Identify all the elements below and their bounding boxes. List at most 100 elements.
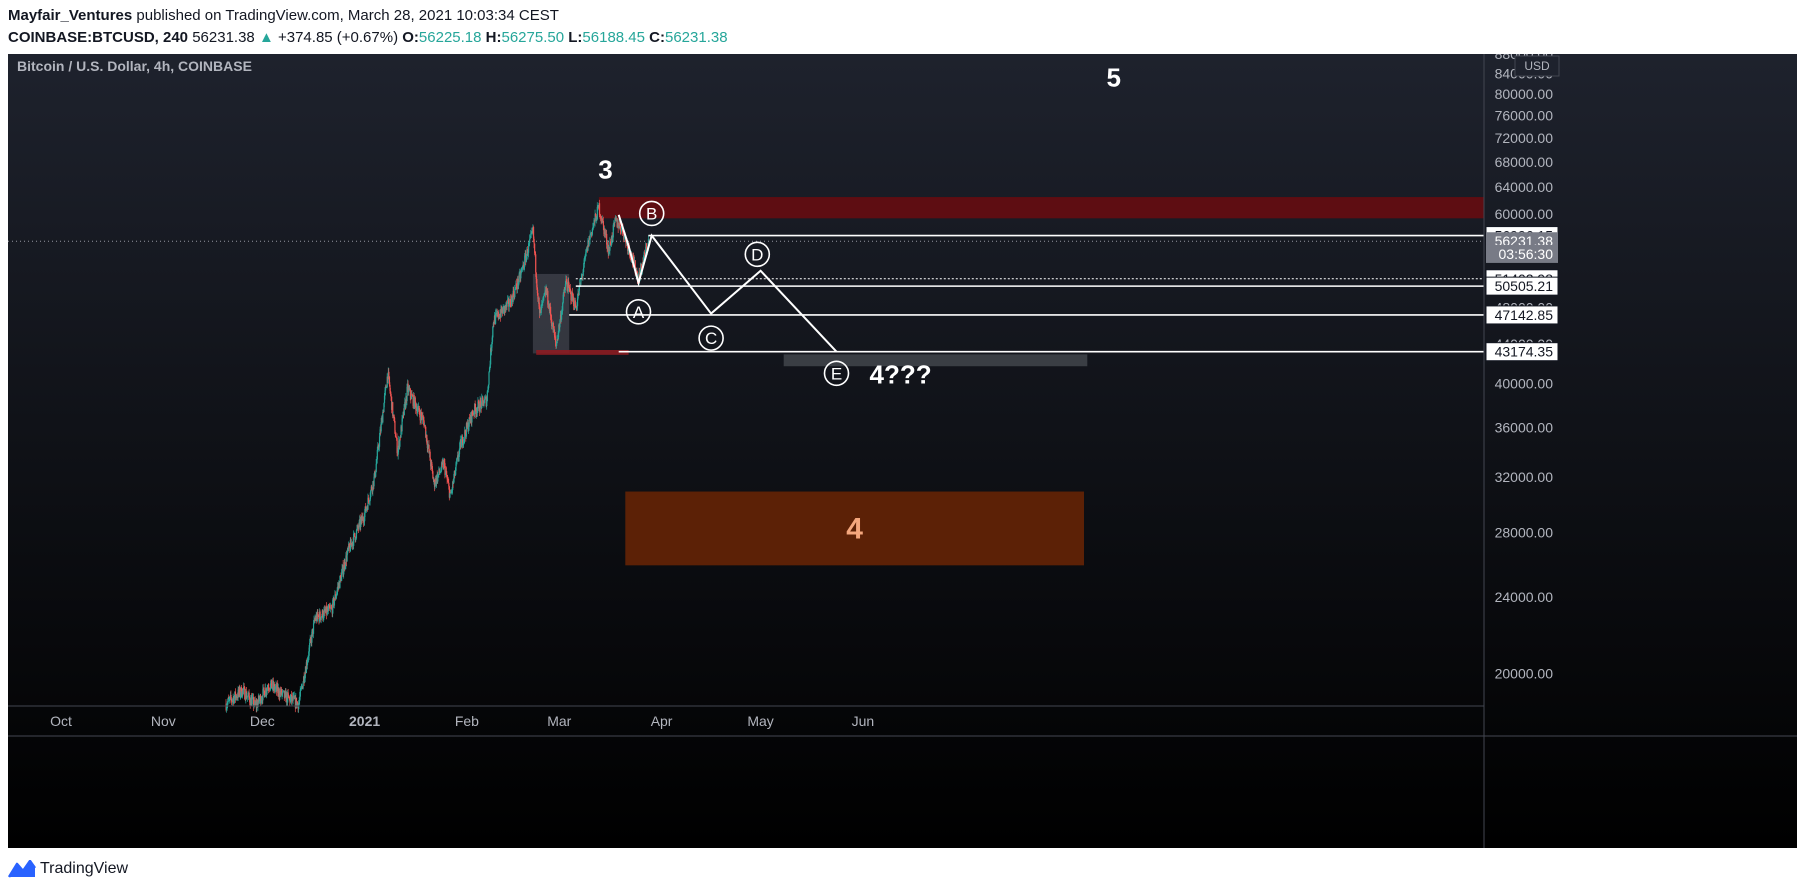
candle-body [620, 227, 623, 232]
candle-body [576, 306, 578, 309]
candle-body [524, 255, 526, 267]
candle-body [438, 468, 441, 473]
candle-body [281, 688, 283, 695]
candle-body [619, 226, 622, 231]
x-tick-label: Feb [455, 713, 479, 729]
candle-body [484, 397, 486, 399]
projection-path[interactable] [617, 214, 838, 353]
candle-body [307, 657, 309, 662]
candle-body [561, 310, 563, 312]
candle-body [523, 266, 525, 269]
candle-body [305, 662, 307, 674]
candle-body [507, 299, 509, 303]
candle-body [363, 521, 365, 523]
y-tick-label: 24000.00 [1495, 589, 1554, 605]
candle-body [643, 252, 645, 259]
candle-body [627, 243, 629, 251]
symbol-label: COINBASE:BTCUSD, 240 [8, 29, 189, 46]
candle-body [414, 397, 416, 408]
candle-body [298, 700, 300, 705]
candle-body [299, 689, 301, 697]
price-label: 47142.85 [1495, 307, 1554, 323]
candle-body [583, 259, 585, 268]
small-red-zone[interactable] [536, 350, 629, 355]
candle-body [257, 702, 259, 708]
candle-body [486, 391, 488, 402]
price-label-box [1485, 342, 1559, 362]
candle-body [364, 513, 366, 522]
candle-body [471, 410, 474, 415]
candle-body [490, 348, 492, 365]
candle-body [594, 213, 596, 223]
candle-body [379, 429, 381, 437]
candle-body [382, 411, 384, 423]
candle-body [550, 315, 552, 320]
currency-badge-label: USD [1524, 59, 1550, 73]
candle-body [259, 699, 261, 702]
wave-4-target-zone[interactable] [625, 491, 1084, 566]
candle-body [604, 228, 606, 235]
candle-body [406, 386, 408, 402]
candle-body [534, 243, 536, 253]
candle-body [572, 292, 574, 301]
candle-body [434, 484, 436, 488]
currency-badge[interactable] [1514, 55, 1560, 77]
wave-4-support-zone[interactable] [783, 354, 1088, 367]
change-up-icon: ▲ [258, 29, 274, 46]
candle-body [645, 246, 647, 257]
candle-body [267, 687, 270, 689]
candle-body [629, 256, 631, 259]
candle-body [322, 610, 324, 620]
tradingview-logo-icon [8, 860, 36, 878]
candle-body [327, 607, 329, 612]
candle-body [239, 694, 241, 696]
price-label-box [1485, 305, 1559, 325]
wave-c-circle [698, 325, 724, 351]
resistance-zone[interactable] [598, 197, 1484, 219]
candle-body [528, 243, 530, 253]
candle-body [288, 694, 290, 698]
annotation-wave-4qqq: 4??? [870, 360, 932, 390]
candle-body [279, 691, 281, 698]
candle-body [357, 525, 359, 529]
candle-body [449, 493, 451, 498]
candle-body [358, 521, 360, 529]
candle-body [262, 688, 264, 701]
candle-body [400, 426, 402, 438]
candle-body [271, 679, 273, 689]
chart-title: Bitcoin / U.S. Dollar, 4h, COINBASE [17, 58, 252, 74]
candle-body [409, 388, 411, 396]
y-tick-label: 68000.00 [1495, 154, 1554, 170]
candle-body [556, 338, 558, 344]
tradingview-logo[interactable]: TradingView [8, 860, 128, 878]
candle-body [422, 416, 424, 418]
candle-body [640, 263, 642, 268]
candle-body [608, 248, 610, 254]
candle-body [356, 528, 358, 531]
candle-body [447, 479, 449, 481]
price-label-box [1486, 244, 1558, 263]
candle-body [497, 311, 499, 318]
candle-body [410, 394, 413, 400]
candle-body [484, 398, 486, 404]
candle-body [292, 696, 294, 701]
candle-body [308, 647, 310, 656]
candle-body [304, 678, 306, 682]
candle-body [349, 539, 351, 552]
candle-body [271, 687, 273, 689]
candle-body [414, 397, 416, 403]
candle-body [563, 291, 565, 293]
candle-body [589, 234, 591, 240]
wave-4-target-label: 4 [846, 512, 863, 545]
candle-body [365, 508, 367, 512]
candle-body [515, 283, 518, 288]
candle-body [613, 222, 615, 226]
candle-body [395, 436, 397, 438]
price-change: +374.85 (+0.67%) [277, 29, 399, 46]
candle-body [491, 344, 493, 352]
x-tick-label: Oct [50, 713, 72, 729]
author-name[interactable]: Mayfair_Ventures [8, 7, 133, 24]
candle-body [486, 401, 488, 407]
